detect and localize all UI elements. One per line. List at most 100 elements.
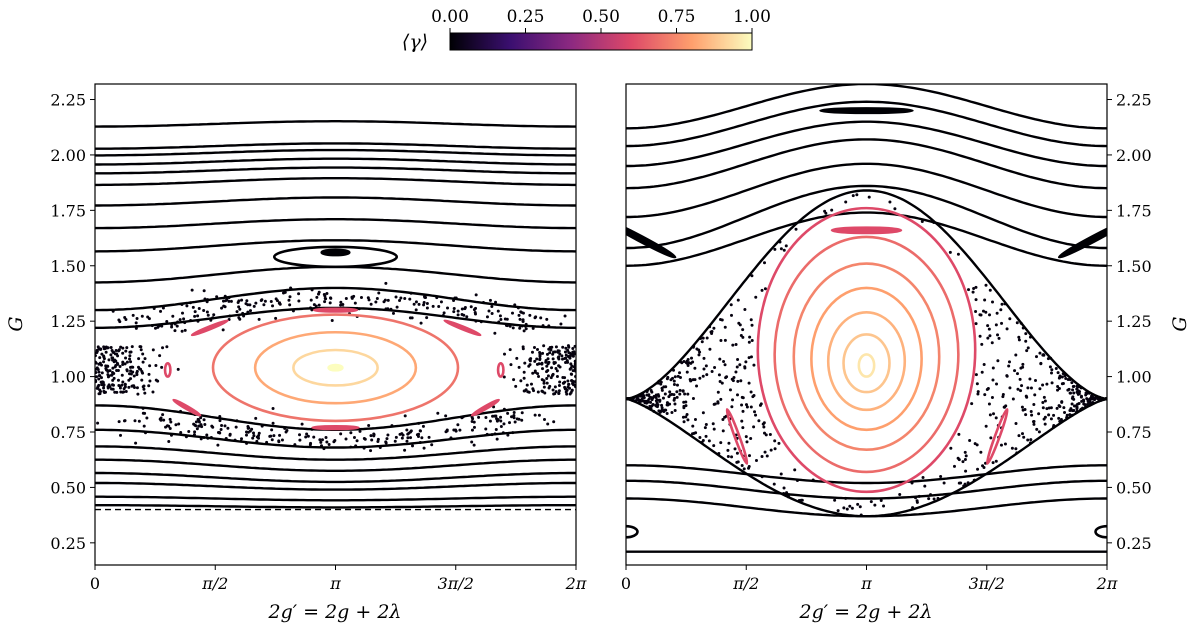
chaotic-point [252, 431, 256, 435]
chaotic-point [856, 502, 860, 506]
chaotic-point [394, 295, 398, 299]
chaotic-point [488, 298, 492, 302]
chaotic-point [114, 359, 118, 363]
chaotic-point [685, 370, 689, 374]
chaotic-point [561, 345, 565, 349]
chaotic-point [682, 404, 686, 408]
librating-orbit [253, 330, 418, 405]
chaotic-point [349, 431, 353, 435]
chaotic-point [95, 366, 99, 370]
chaotic-point [546, 369, 550, 373]
chaotic-point [498, 314, 502, 318]
chaotic-point [1066, 377, 1070, 381]
y-tick-label: 2.25 [1116, 91, 1152, 110]
resonance-island [1057, 219, 1107, 259]
resonance-island [985, 408, 1009, 465]
chaotic-point [1020, 384, 1024, 388]
chaotic-point [317, 292, 321, 296]
chaotic-point [1077, 392, 1081, 396]
chaotic-point [561, 381, 565, 385]
chaotic-point [1000, 302, 1004, 306]
chaotic-point [1032, 403, 1036, 407]
chaotic-point [110, 373, 114, 377]
chaotic-point [963, 457, 967, 461]
chaotic-point [136, 365, 140, 369]
chaotic-point [278, 301, 282, 305]
chaotic-point [228, 433, 232, 437]
y-tick-label: 2.00 [50, 146, 86, 165]
chaotic-point [444, 430, 448, 434]
y-tick-label: 1.75 [1116, 201, 1152, 220]
chaotic-point [359, 295, 363, 299]
chaotic-point [1007, 364, 1011, 368]
resonance-island [830, 226, 903, 235]
chaotic-point [927, 497, 931, 501]
chaotic-point [499, 419, 503, 423]
chaotic-point [140, 378, 144, 382]
chaotic-point [136, 392, 140, 396]
chaotic-point [182, 317, 186, 321]
chaotic-point [1002, 405, 1006, 409]
chaotic-point [984, 283, 988, 287]
chaotic-point [1030, 413, 1034, 417]
chaotic-point [153, 326, 157, 330]
chaotic-point [104, 350, 108, 354]
chaotic-point [557, 392, 561, 396]
chaotic-point [750, 274, 754, 278]
chaotic-point [522, 370, 526, 374]
chaotic-point [564, 346, 568, 350]
chaotic-point [135, 371, 139, 375]
chaotic-point [555, 375, 559, 379]
chaotic-point [139, 367, 143, 371]
chaotic-point [956, 252, 960, 256]
chaotic-point [102, 386, 106, 390]
chaotic-point [845, 507, 849, 511]
y-tick-label: 0.25 [50, 534, 86, 553]
chaotic-point [367, 298, 371, 302]
chaotic-point [1055, 406, 1059, 410]
chaotic-point [472, 443, 476, 447]
chaotic-point [701, 411, 705, 415]
chaotic-point [327, 442, 331, 446]
chaotic-point [147, 384, 151, 388]
chaotic-point [718, 379, 722, 383]
resonance-island [311, 424, 360, 431]
chaotic-point [355, 439, 359, 443]
chaotic-point [541, 351, 545, 355]
chaotic-point [745, 440, 749, 444]
chaotic-point [370, 438, 374, 442]
chaotic-point [315, 295, 319, 299]
chaotic-point [141, 360, 145, 364]
chaotic-point [1005, 327, 1009, 331]
chaotic-point [661, 396, 665, 400]
chaotic-point [694, 431, 698, 435]
chaotic-point [1056, 371, 1060, 375]
chaotic-point [127, 372, 131, 376]
chaotic-point [975, 382, 979, 386]
chaotic-point [203, 423, 207, 427]
chaotic-point [339, 432, 343, 436]
chaotic-point [169, 420, 173, 424]
chaotic-point [513, 420, 517, 424]
x-tick-label: 0 [621, 574, 631, 593]
chaotic-point [1070, 396, 1074, 400]
chaotic-point [200, 425, 204, 429]
separatrix-orbit [626, 397, 1107, 518]
chaotic-point [538, 358, 542, 362]
chaotic-point [748, 335, 752, 339]
chaotic-point [165, 424, 169, 428]
chaotic-point [994, 459, 998, 463]
chaotic-point [720, 318, 724, 322]
chaotic-point [675, 383, 679, 387]
resonance-island [819, 107, 914, 115]
chaotic-point [535, 357, 539, 361]
chaotic-point [1014, 447, 1018, 451]
librating-orbit [773, 235, 960, 474]
chaotic-point [731, 379, 735, 383]
chaotic-point [752, 363, 756, 367]
chaotic-point [278, 433, 282, 437]
chaotic-point [536, 372, 540, 376]
chaotic-point [1001, 395, 1005, 399]
chaotic-point [427, 435, 431, 439]
chaotic-point [976, 467, 980, 471]
